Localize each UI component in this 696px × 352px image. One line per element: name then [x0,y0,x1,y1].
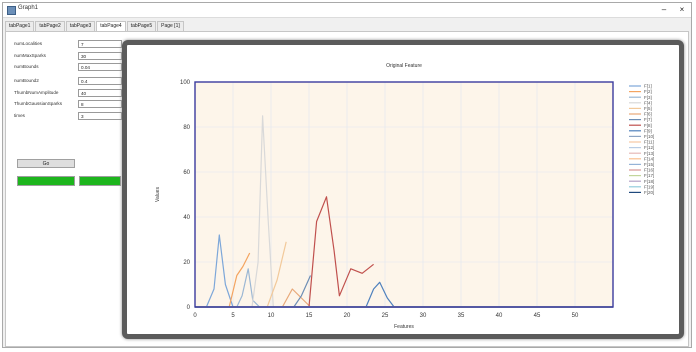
legend-label: F[1] [644,84,652,89]
param-label-numbound2: numBound2 [14,78,39,83]
x-axis-label: Features [394,324,414,330]
legend-label: F[7] [644,117,652,122]
series-line-f8 [308,196,374,308]
tab-page-1[interactable]: Page [1] [157,21,184,31]
param-label-numbounds: numBounds [14,64,39,69]
progress-fill-2 [80,177,120,185]
legend-label: F[4] [644,100,652,105]
tab-page: numLocalities 7 numMaxSparks 30 numBounds 0.0… [5,31,689,347]
x-tick-label: 10 [268,313,275,319]
y-tick-label: 60 [183,170,190,176]
series-line-f6 [281,288,311,308]
x-tick-label: 5 [231,313,235,319]
chart-panel: Original Feature 0 5 10 15 20 25 30 35 40 45 50 0 20 4… [122,40,684,339]
param-input-thumbgaussiansparks[interactable]: 8 [78,100,122,108]
legend-label: F[16] [644,168,654,173]
legend-label: F[19] [644,184,654,189]
tab-tabpage3[interactable]: tabPage3 [65,21,96,31]
legend-label: F[12] [644,145,654,150]
param-input-nummaxsparks[interactable]: 30 [78,52,122,60]
y-tick-label: 0 [187,305,191,311]
param-input-times[interactable]: 3 [78,112,122,120]
progress-bar-1 [17,176,75,186]
title-bar: Graph1 – × [3,3,691,18]
param-label-times: times [14,113,25,118]
x-tick-label: 15 [306,313,313,319]
legend-label: F[5] [644,106,652,111]
legend-label: F[3] [644,95,652,100]
param-input-numbound2[interactable]: 0.4 [78,77,122,85]
param-label-nummaxsparks: numMaxSparks [14,53,46,58]
app-icon [7,6,16,15]
tab-tabpage2[interactable]: tabPage2 [35,21,65,31]
param-label-thumbgaussiansparks: ThumbGaussianSparks [14,101,63,106]
y-tick-label: 40 [183,215,190,221]
application-window: Graph1 – × tabPage1 tabPage2 tabPage3 tabPa… [2,2,692,348]
plot-border [194,81,614,308]
legend-label: F[14] [644,156,654,161]
y-tick-label: 80 [183,125,190,131]
param-input-numbounds[interactable]: 0.04 [78,63,122,71]
close-button[interactable]: × [679,5,685,14]
param-input-numlocalities[interactable]: 7 [78,40,122,48]
x-tick-label: 40 [496,313,503,319]
series-line-f9 [365,281,395,308]
y-tick-label: 20 [183,260,190,266]
series-line-f1 [205,234,234,308]
tab-tabpage5[interactable]: tabPage5 [126,21,157,31]
legend-label: F[8] [644,123,652,128]
param-label-thumbnumamplitude: ThumbNumAmplitude [14,90,59,95]
x-tick-label: 20 [344,313,351,319]
tab-strip: tabPage1 tabPage2 tabPage3 tabPage4 tabPage5… [5,21,185,31]
legend-label: F[9] [644,128,652,133]
legend-label: F[15] [644,162,654,167]
x-tick-label: 50 [572,313,579,319]
x-tick-label: 30 [420,313,427,319]
legend-label: F[10] [644,134,654,139]
y-tick-label: 100 [180,80,191,86]
progress-fill-1 [18,177,74,185]
x-tick-label: 45 [534,313,541,319]
x-tick-label: 0 [193,313,197,319]
legend-label: F[11] [644,140,654,145]
series-line-f5 [266,241,287,308]
series-line-f2 [228,252,251,308]
param-label-numlocalities: numLocalities [14,41,43,46]
chart: Original Feature 0 5 10 15 20 25 30 35 40 45 50 0 20 4… [155,63,654,330]
go-button[interactable]: Go [17,159,75,168]
legend-label: F[6] [644,112,652,117]
tab-tabpage1[interactable]: tabPage1 [5,21,35,31]
legend-label: F[13] [644,151,654,156]
param-input-thumbnumamplitude[interactable]: 40 [78,89,122,97]
series-line-f7 [293,275,312,308]
x-tick-label: 35 [458,313,465,319]
minimize-button[interactable]: – [661,5,667,14]
progress-bar-2 [79,176,121,186]
chart-title: Original Feature [386,63,422,69]
series-line-f3 [236,268,261,308]
legend-label: F[2] [644,89,652,94]
tab-tabpage4[interactable]: tabPage4 [96,21,126,31]
x-tick-label: 25 [382,313,389,319]
plot-area [195,82,613,307]
legend-label: F[17] [644,173,654,178]
y-axis-label: Values [155,187,161,202]
legend-label: F[20] [644,190,654,195]
legend-label: F[18] [644,179,654,184]
series-line-f4 [251,115,274,308]
window-title: Graph1 [18,5,39,11]
